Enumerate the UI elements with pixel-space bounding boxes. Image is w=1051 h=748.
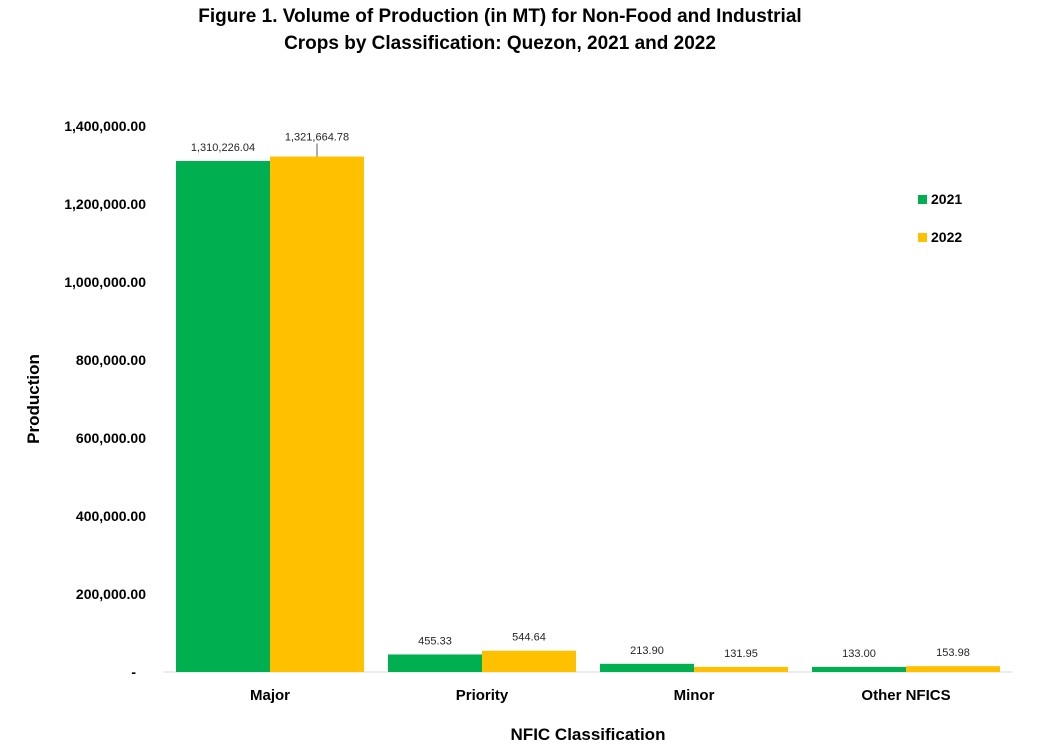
data-labels-layer: 1,310,226.04 1,321,664.78 455.33 544.64 213.…	[191, 132, 970, 660]
data-label: 131.95	[724, 648, 758, 660]
x-tick-label: Major	[250, 687, 290, 704]
data-label: 1,321,664.78	[285, 132, 349, 144]
bar-2021-major	[176, 161, 270, 672]
bar-2021-priority	[388, 654, 482, 672]
x-tick-label: Minor	[674, 687, 715, 704]
bar-2022-minor	[694, 666, 788, 672]
data-label: 455.33	[418, 635, 452, 647]
chart-title-line-2: Crops by Classification: Quezon, 2021 an…	[284, 33, 716, 54]
legend-swatch-2021	[918, 195, 927, 204]
bar-2021-minor	[600, 663, 694, 672]
y-tick-label: 200,000.00	[76, 586, 146, 602]
x-axis-title: NFIC Classification	[511, 725, 666, 744]
y-tick-label: 1,200,000.00	[64, 196, 146, 212]
bar-2021-other-nfics	[812, 666, 906, 672]
data-label: 153.98	[936, 647, 970, 659]
bar-2022-other-nfics	[906, 666, 1000, 672]
y-tick-label: 800,000.00	[76, 352, 146, 368]
y-tick-label: -	[131, 664, 136, 680]
bars-layer	[176, 156, 1000, 673]
bar-2022-major	[270, 156, 364, 673]
bar-2022-priority	[482, 650, 576, 672]
data-label: 133.00	[842, 648, 876, 660]
data-label: 544.64	[512, 632, 546, 644]
legend-swatch-2022	[918, 233, 927, 242]
y-tick-label: 600,000.00	[76, 430, 146, 446]
legend-label-2022: 2022	[931, 229, 962, 245]
data-label: 213.90	[630, 645, 664, 657]
y-tick-label: 1,000,000.00	[64, 274, 146, 290]
axes-layer: - 200,000.00 400,000.00 600,000.00 800,000.0…	[24, 118, 1012, 744]
chart-title-line-1: Figure 1. Volume of Production (in MT) f…	[198, 6, 802, 27]
x-tick-label: Other NFICS	[861, 687, 950, 704]
legend-label-2021: 2021	[931, 191, 962, 207]
x-tick-label: Priority	[456, 687, 509, 704]
y-tick-label: 400,000.00	[76, 508, 146, 524]
data-label: 1,310,226.04	[191, 142, 255, 154]
y-axis-title: Production	[24, 354, 43, 444]
y-tick-label: 1,400,000.00	[64, 118, 146, 134]
legend: 2021 2022	[918, 191, 962, 245]
